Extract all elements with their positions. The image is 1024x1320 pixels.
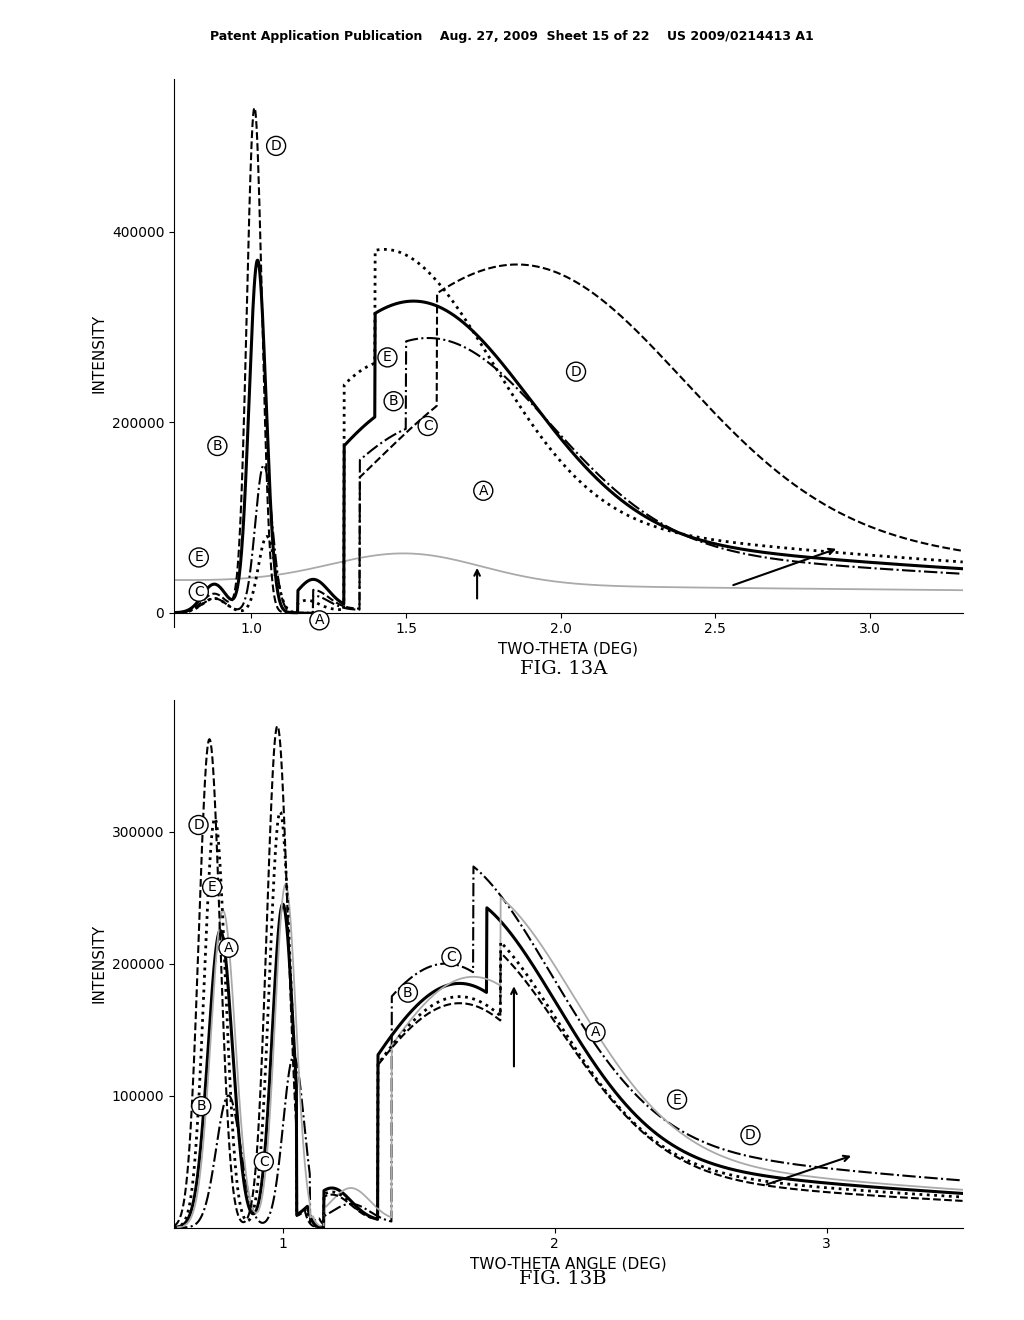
Text: A: A	[223, 941, 233, 954]
Text: FIG. 13A: FIG. 13A	[519, 660, 607, 678]
Text: E: E	[383, 350, 392, 364]
X-axis label: TWO-THETA ANGLE (DEG): TWO-THETA ANGLE (DEG)	[470, 1257, 667, 1272]
Text: B: B	[403, 986, 413, 999]
Text: A: A	[591, 1026, 600, 1039]
Text: A: A	[478, 483, 488, 498]
Text: C: C	[259, 1155, 268, 1168]
Text: D: D	[570, 364, 582, 379]
Text: E: E	[195, 550, 203, 565]
Text: B: B	[197, 1100, 206, 1113]
X-axis label: TWO-THETA (DEG): TWO-THETA (DEG)	[499, 642, 638, 657]
Text: D: D	[270, 139, 282, 153]
Text: B: B	[213, 440, 222, 453]
Y-axis label: INTENSITY: INTENSITY	[91, 314, 106, 392]
Text: E: E	[673, 1093, 681, 1106]
Text: FIG. 13B: FIG. 13B	[519, 1270, 607, 1288]
Text: B: B	[389, 395, 398, 408]
Text: Patent Application Publication    Aug. 27, 2009  Sheet 15 of 22    US 2009/02144: Patent Application Publication Aug. 27, …	[210, 30, 814, 44]
Text: D: D	[745, 1129, 756, 1142]
Text: C: C	[194, 585, 204, 599]
Y-axis label: INTENSITY: INTENSITY	[91, 924, 106, 1003]
Text: E: E	[208, 880, 216, 894]
Text: C: C	[446, 950, 457, 964]
Text: A: A	[314, 614, 325, 627]
Text: C: C	[423, 418, 432, 433]
Text: D: D	[194, 818, 204, 832]
